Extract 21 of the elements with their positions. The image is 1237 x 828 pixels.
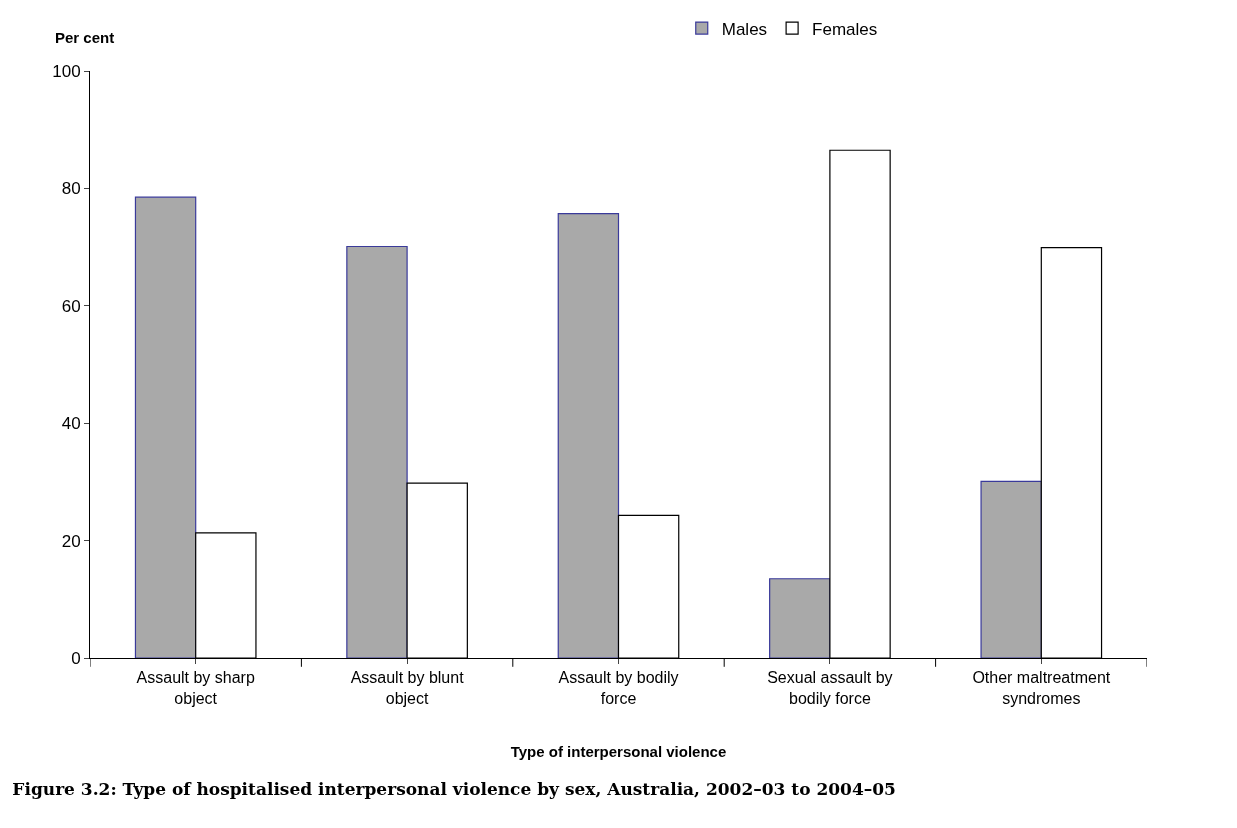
bar — [346, 245, 408, 658]
y-tick-label: 80 — [61, 179, 81, 199]
bar — [980, 480, 1042, 658]
x-tick-label: Assault by sharp object — [136, 669, 255, 707]
bar — [557, 213, 620, 658]
x-tick-label: Assault by blunt object — [350, 669, 465, 707]
legend-label: Males — [721, 19, 768, 39]
x-tick-label: Sexual assault by bodily force — [767, 669, 893, 707]
y-tick-label: 40 — [61, 414, 81, 434]
bar — [769, 578, 831, 658]
bar — [134, 196, 197, 658]
y-tick-label: 0 — [71, 648, 81, 668]
x-tick-label: Other maltreatment syndromes — [972, 669, 1111, 707]
legend-label: Females — [812, 19, 878, 39]
x-tick-label: Assault by bodily force — [558, 669, 679, 707]
y-axis-title: Per cent — [55, 29, 115, 46]
text: Figure 3.2: Type of hospitalised interpersonal violence by sex, Australia, 2002–03 to 2004–05 — [12, 778, 896, 799]
x-axis-title: Type of interpersonal violence — [510, 743, 727, 760]
y-tick-label: 100 — [52, 61, 81, 81]
y-tick-label: 60 — [61, 296, 81, 316]
y-tick-label: 20 — [61, 531, 81, 551]
